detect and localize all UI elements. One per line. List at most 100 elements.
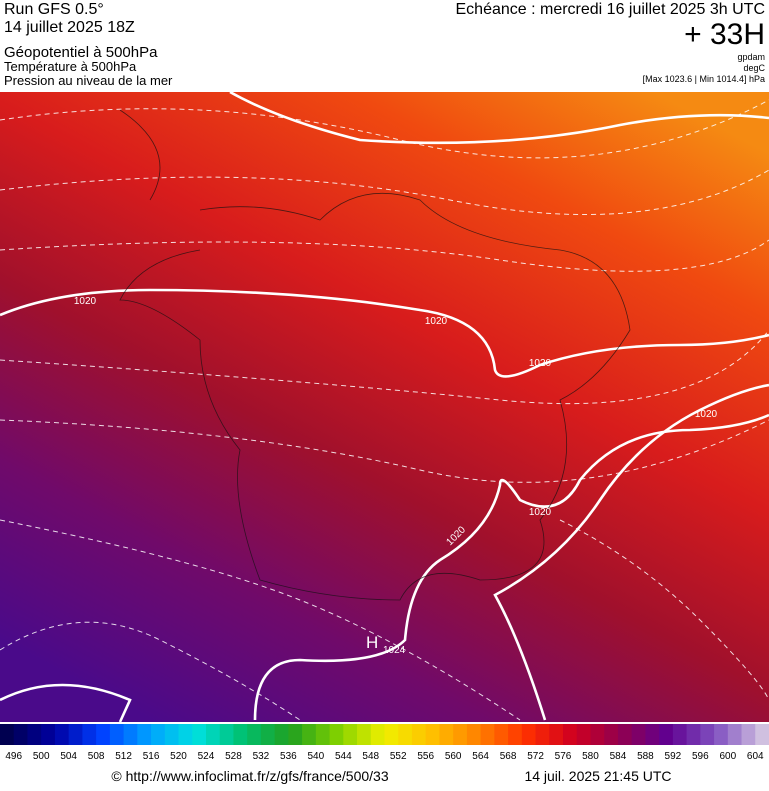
- colorbar-swatch: [0, 724, 15, 745]
- isobar: [493, 383, 769, 721]
- colorbar-swatch: [315, 724, 331, 745]
- colorbar-swatch: [82, 724, 97, 745]
- colorbar-swatch: [329, 724, 344, 745]
- colorbar-swatch: [576, 724, 591, 745]
- colorbar-swatch: [164, 724, 180, 745]
- colorbar-swatch: [274, 724, 289, 745]
- colorbar-swatch: [453, 724, 468, 745]
- colorbar: 496 500 504 508 512 516 520 524 528 532 536 540 544 5…: [0, 724, 769, 762]
- colorbar-swatch: [192, 724, 207, 745]
- colorbar-swatch: [631, 724, 646, 745]
- colorbar-swatch: [205, 724, 221, 745]
- colorbar-swatch: [439, 724, 454, 745]
- colorbar-label: 496: [5, 751, 22, 762]
- colorbar-swatch: [645, 724, 660, 745]
- isobar: [0, 683, 132, 723]
- colorbar-swatch: [700, 724, 715, 745]
- colorbar-swatch: [233, 724, 248, 745]
- colorbar-label: 584: [610, 751, 627, 762]
- colorbar-swatch: [54, 724, 70, 745]
- colorbar-swatch: [425, 724, 440, 745]
- colorbar-swatch: [27, 724, 42, 745]
- colorbar-swatch: [178, 724, 193, 745]
- colorbar-swatch: [480, 724, 495, 745]
- colorbar-label: 536: [280, 751, 297, 762]
- colorbar-swatch: [755, 724, 769, 745]
- isobar-label: 1020: [74, 296, 97, 307]
- country-border: [119, 109, 631, 601]
- colorbar-swatch: [96, 724, 111, 745]
- colorbar-label: 528: [225, 751, 242, 762]
- colorbar-label: 568: [500, 751, 517, 762]
- colorbar-label: 564: [472, 751, 489, 762]
- colorbar-swatch: [535, 724, 550, 745]
- map: 1020 1020 1020 1020 1020 1020 H 1024: [0, 90, 769, 723]
- colorbar-label: 512: [115, 751, 132, 762]
- run: Run GFS 0.5°: [4, 1, 104, 18]
- colorbar-swatch: [41, 724, 56, 745]
- isobar-label: 1020: [695, 409, 718, 420]
- colorbar-swatch: [604, 724, 619, 745]
- colorbar-swatch: [302, 724, 317, 745]
- colorbar-swatch: [494, 724, 509, 745]
- colorbar-label: 588: [637, 751, 654, 762]
- field: Température à 500hPa: [4, 59, 137, 74]
- colorbar-label: 500: [33, 751, 50, 762]
- colorbar-swatch: [466, 724, 482, 745]
- colorbar-swatch: [727, 724, 743, 745]
- colorbar-swatch: [714, 724, 729, 745]
- colorbar-swatch: [549, 724, 564, 745]
- colorbar-label: 520: [170, 751, 187, 762]
- colorbar-label: 544: [335, 751, 352, 762]
- colorbar-label: 596: [692, 751, 709, 762]
- colorbar-swatch: [521, 724, 537, 745]
- colorbar-swatch: [741, 724, 756, 745]
- colorbar-label: 604: [747, 751, 764, 762]
- footer-url: © http://www.infoclimat.fr/z/gfs/france/…: [111, 768, 388, 784]
- colorbar-swatch: [288, 724, 303, 745]
- colorbar-label: 540: [307, 751, 324, 762]
- colorbar-label: 532: [253, 751, 270, 762]
- colorbar-label: 576: [555, 751, 572, 762]
- colorbar-swatch: [508, 724, 523, 745]
- isobar: [253, 413, 769, 721]
- colorbar-swatch: [151, 724, 166, 745]
- colorbar-swatch: [672, 724, 688, 745]
- colorbar-swatch: [137, 724, 152, 745]
- colorbar-label: 508: [88, 751, 105, 762]
- colorbar-swatch: [384, 724, 399, 745]
- colorbar-swatch: [13, 724, 28, 745]
- colorbar-swatch: [563, 724, 578, 745]
- colorbar-swatch: [109, 724, 125, 745]
- footer-timestamp: 14 juil. 2025 21:45 UTC: [524, 768, 671, 784]
- colorbar-label: 580: [582, 751, 599, 762]
- map-background: [0, 92, 769, 722]
- isotherm: [0, 99, 769, 721]
- field: Géopotentiel à 500hPa: [4, 44, 158, 61]
- isobar: [229, 90, 769, 145]
- unit: gpdam: [737, 52, 765, 62]
- colorbar-swatch: [343, 724, 358, 745]
- unit: degC: [743, 63, 765, 73]
- colorbar-swatch: [590, 724, 605, 745]
- colorbar-label: 560: [445, 751, 462, 762]
- unit: [Max 1023.6 | Min 1014.4] hPa: [643, 74, 765, 84]
- colorbar-label: 504: [60, 751, 77, 762]
- colorbar-swatch: [617, 724, 633, 745]
- colorbar-swatch: [686, 724, 701, 745]
- high-symbol: H: [366, 633, 378, 652]
- colorbar-swatch: [260, 724, 276, 745]
- colorbar-swatch: [411, 724, 427, 745]
- colorbar-label: 524: [198, 751, 215, 762]
- colorbar-label: 548: [362, 751, 379, 762]
- colorbar-swatch: [123, 724, 138, 745]
- colorbar-label: 516: [143, 751, 160, 762]
- colorbar-swatch: [370, 724, 385, 745]
- colorbar-label: 572: [527, 751, 544, 762]
- colorbar-label: 556: [417, 751, 434, 762]
- colorbar-swatch: [398, 724, 413, 745]
- high-value: 1024: [383, 645, 406, 656]
- echeance: Echéance : mercredi 16 juillet 2025 3h U…: [456, 1, 766, 18]
- field: Pression au niveau de la mer: [4, 73, 173, 88]
